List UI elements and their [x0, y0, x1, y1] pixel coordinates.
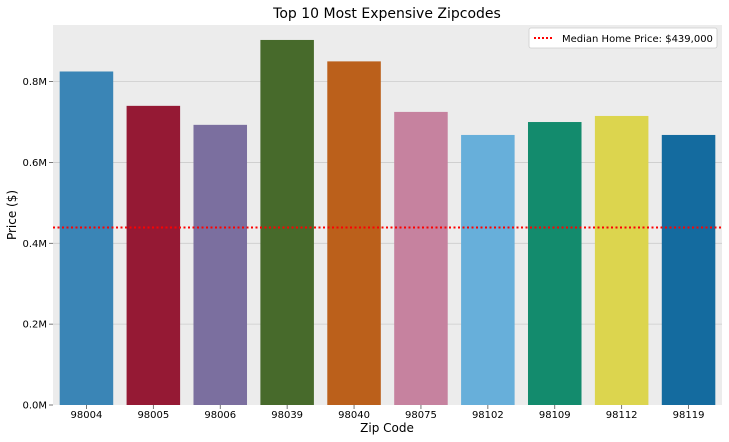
y-tick-label: 0.0M — [22, 401, 47, 412]
y-tick-label: 0.4M — [22, 239, 47, 250]
bar-98109 — [527, 122, 582, 406]
y-axis-label: Price ($) — [5, 190, 19, 240]
bars — [59, 39, 716, 406]
legend-label: Median Home Price: $439,000 — [562, 34, 713, 45]
x-tick-label: 98006 — [204, 410, 236, 421]
x-tick-label: 98004 — [71, 410, 103, 421]
bar-98040 — [327, 61, 381, 405]
bar-98119 — [661, 134, 716, 405]
bar-98039 — [260, 39, 314, 405]
x-tick-label: 98005 — [137, 410, 169, 421]
x-axis: 98004 98005 98006 98039 98040 98075 98102 98109… — [71, 405, 705, 421]
x-tick-label: 98075 — [405, 410, 437, 421]
legend-box — [528, 27, 718, 49]
y-tick-label: 0.2M — [22, 320, 47, 331]
bar-98075 — [394, 111, 448, 406]
x-tick-label: 98040 — [338, 410, 370, 421]
bar-98005 — [126, 105, 181, 405]
bar-98102 — [461, 134, 515, 405]
y-tick-label: 0.8M — [22, 77, 47, 88]
y-axis: 0.0M 0.2M 0.4M 0.6M 0.8M — [22, 77, 53, 412]
chart-title: Top 10 Most Expensive Zipcodes — [272, 6, 501, 22]
y-tick-label: 0.6M — [22, 158, 47, 169]
x-tick-label: 98109 — [539, 410, 571, 421]
x-tick-label: 98112 — [606, 410, 638, 421]
bar-98004 — [59, 71, 114, 405]
x-tick-label: 98039 — [271, 410, 303, 421]
x-tick-label: 98102 — [472, 410, 504, 421]
x-tick-label: 98119 — [673, 410, 705, 421]
x-axis-label: Zip Code — [360, 421, 414, 435]
bar-98112 — [594, 115, 649, 405]
bar-98006 — [193, 124, 248, 405]
legend: Median Home Price: $439,000 — [528, 27, 718, 49]
